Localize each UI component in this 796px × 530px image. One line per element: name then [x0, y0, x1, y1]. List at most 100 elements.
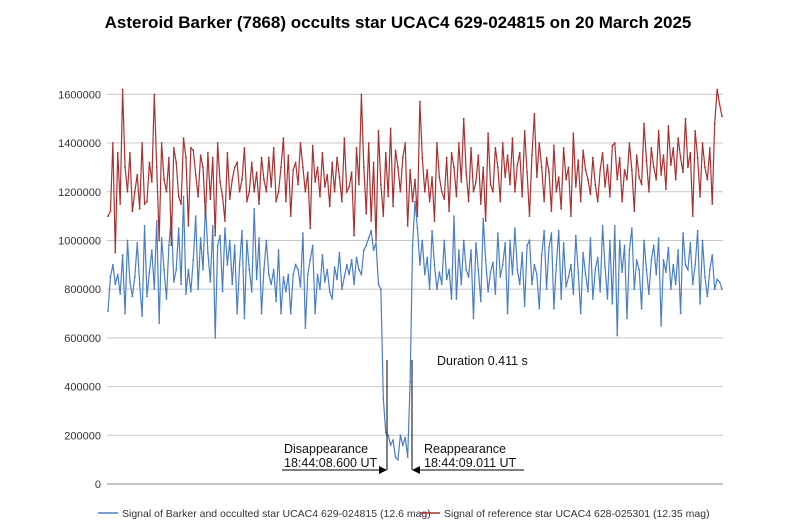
data-point-reference [657, 129, 660, 132]
data-point-reference [207, 151, 209, 154]
data-point-reference [197, 195, 200, 198]
data-point-barker [494, 293, 497, 295]
data-point-reference [343, 137, 346, 140]
data-point-barker [470, 249, 472, 252]
data-point-reference [701, 142, 704, 144]
data-point-reference [228, 198, 231, 200]
data-point-barker [589, 237, 592, 239]
data-point-reference [648, 190, 650, 193]
disappearance-arrowhead [379, 466, 387, 474]
data-point-barker [382, 397, 385, 400]
data-point-reference [667, 125, 670, 127]
data-point-barker [199, 237, 202, 239]
data-point-barker [387, 434, 390, 437]
data-point-reference [652, 166, 655, 169]
data-point-barker [197, 288, 200, 291]
data-point-reference [487, 132, 489, 135]
data-point-reference [543, 200, 546, 203]
data-point-barker [418, 263, 421, 266]
data-point-barker [596, 256, 599, 259]
data-point-reference [170, 244, 173, 247]
data-point-reference [421, 156, 424, 159]
data-point-reference [370, 220, 373, 222]
data-point-reference [472, 190, 475, 193]
data-point-barker [258, 237, 260, 239]
data-point-reference [501, 142, 504, 144]
data-point-reference [333, 190, 336, 193]
data-point-barker [609, 239, 611, 242]
data-point-reference [129, 151, 131, 154]
data-point-barker [299, 285, 302, 288]
data-point-reference [623, 168, 626, 171]
data-point-reference [645, 159, 648, 162]
data-point-barker [323, 280, 326, 283]
data-point-barker [116, 273, 119, 276]
data-point-reference [579, 200, 582, 203]
data-point-reference [611, 144, 614, 147]
data-point-reference [633, 210, 636, 213]
data-point-barker [284, 290, 287, 293]
data-point-reference [609, 195, 611, 198]
data-point-reference [523, 129, 526, 132]
data-point-barker [341, 288, 343, 291]
data-point-reference [328, 205, 331, 208]
data-point-barker [506, 312, 509, 315]
data-point-reference [133, 190, 136, 193]
data-point-reference [272, 147, 275, 149]
data-point-reference [211, 156, 214, 159]
data-point-barker [686, 268, 689, 271]
data-point-barker [138, 283, 141, 286]
data-point-reference [455, 195, 458, 198]
data-point-reference [194, 173, 197, 176]
series-line-reference [107, 89, 723, 253]
data-point-reference [221, 195, 224, 198]
data-point-barker [475, 242, 477, 244]
data-point-reference [316, 166, 319, 169]
data-point-barker [207, 251, 209, 254]
data-point-reference [377, 129, 380, 132]
data-point-barker [645, 268, 648, 271]
data-point-reference [708, 147, 711, 149]
y-axis-tick-labels: 0 200000 400000 600000 800000 1000000 1200000 1… [58, 89, 101, 491]
data-point-barker [699, 302, 701, 305]
data-point-reference [450, 151, 453, 154]
data-point-reference [484, 220, 487, 222]
data-point-reference [379, 183, 382, 186]
data-point-barker [448, 268, 451, 271]
data-point-barker [535, 273, 538, 276]
data-point-barker [611, 302, 614, 305]
data-point-reference [255, 171, 258, 174]
data-point-barker [109, 276, 112, 278]
data-point-barker [141, 315, 144, 317]
data-point-reference [557, 176, 560, 179]
data-point-reference [426, 168, 429, 171]
chart-title: Asteroid Barker (7868) occults star UCAC… [104, 13, 692, 32]
data-point-reference [650, 147, 653, 149]
data-point-reference [165, 190, 168, 193]
data-point-reference [718, 103, 721, 105]
data-point-reference [628, 142, 631, 144]
data-point-barker [270, 283, 273, 286]
data-point-barker [177, 227, 180, 230]
data-point-reference [440, 190, 443, 193]
data-point-barker [111, 263, 114, 266]
y-tick-label: 1200000 [58, 187, 101, 199]
data-point-barker [550, 232, 553, 235]
data-point-barker [643, 239, 645, 242]
data-point-barker [460, 283, 463, 286]
data-point-barker [543, 229, 546, 232]
data-point-barker [711, 254, 714, 256]
data-point-barker [350, 259, 353, 261]
data-point-reference [462, 117, 465, 120]
data-point-barker [528, 239, 531, 242]
data-point-reference [360, 93, 363, 96]
data-point-reference [387, 195, 390, 198]
data-point-barker [648, 293, 650, 295]
data-point-barker [165, 298, 168, 300]
data-point-barker [618, 239, 621, 242]
data-point-reference [280, 166, 282, 169]
data-point-barker [280, 312, 282, 315]
data-point-reference [535, 176, 538, 179]
data-point-reference [226, 151, 229, 154]
data-point-reference [238, 190, 241, 193]
